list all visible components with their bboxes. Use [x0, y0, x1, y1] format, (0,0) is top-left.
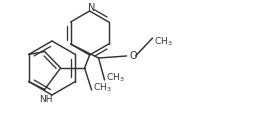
Text: CH$_3$: CH$_3$ — [105, 72, 124, 84]
Text: NH: NH — [39, 95, 52, 103]
Text: CH$_3$: CH$_3$ — [93, 81, 111, 94]
Text: CH$_3$: CH$_3$ — [154, 35, 172, 48]
Text: N: N — [88, 3, 95, 13]
Text: O: O — [130, 51, 137, 61]
